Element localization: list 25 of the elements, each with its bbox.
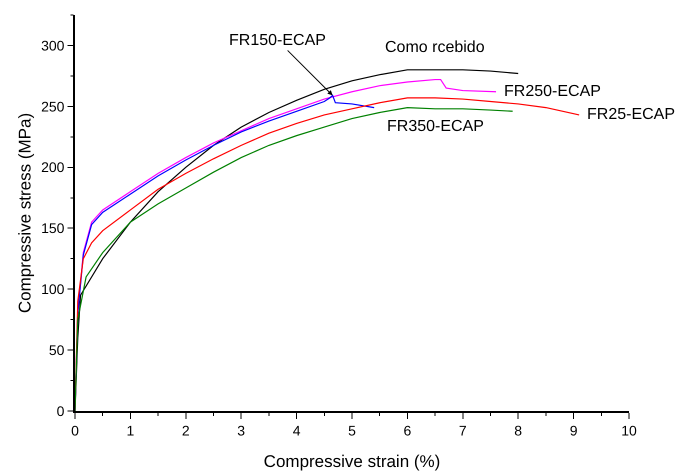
x-tick-label: 1 <box>126 422 134 439</box>
y-axis-title: Compressive stress (MPa) <box>16 112 34 314</box>
y-tick-label: 0 <box>56 402 65 419</box>
x-tick-label: 6 <box>404 422 412 439</box>
x-axis-title: Compressive strain (%) <box>264 452 440 471</box>
x-tick-label: 7 <box>458 422 467 439</box>
series-label: FR250-ECAP <box>504 83 601 100</box>
x-tick-label: 8 <box>514 422 522 439</box>
x-tick-label: 2 <box>182 422 190 439</box>
series-label: FR350-ECAP <box>387 118 484 135</box>
x-tick-label: 5 <box>348 422 356 439</box>
y-tick-label: 50 <box>48 342 65 358</box>
x-tick-label: 9 <box>570 422 578 439</box>
y-tick-label: 150 <box>41 220 65 236</box>
x-tick-label: 4 <box>292 422 301 439</box>
x-tick-label: 0 <box>71 422 80 439</box>
series-label: Como rcebido <box>385 39 485 56</box>
x-tick-label: 3 <box>237 422 246 439</box>
y-tick-label: 100 <box>41 281 65 298</box>
x-tick-label: 10 <box>621 422 637 439</box>
y-tick-label: 200 <box>41 159 65 176</box>
y-tick-label: 250 <box>41 98 65 114</box>
y-tick-label: 300 <box>41 37 65 54</box>
text: FR150-ECAP <box>229 32 326 49</box>
series-label: FR25-ECAP <box>587 106 676 123</box>
